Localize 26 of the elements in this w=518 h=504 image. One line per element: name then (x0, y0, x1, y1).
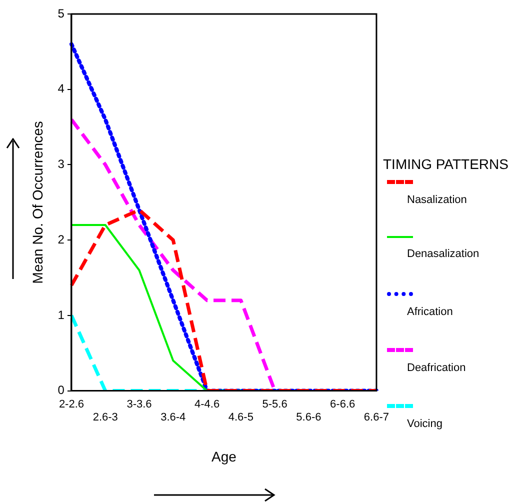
x-tick-label: 6.6-7 (364, 412, 390, 424)
legend-label: Nasalization (407, 194, 468, 206)
y-axis-title: Mean No. Of Occurrences (29, 121, 46, 284)
x-tick-label: 2.6-3 (92, 412, 118, 424)
x-tick-label: 3.6-4 (160, 412, 186, 424)
x-tick-label: 4.6-5 (228, 412, 254, 424)
legend-title: TIMING PATTERNS (383, 156, 508, 172)
legend-label: Africation (407, 306, 454, 318)
y-tick-label: 0 (58, 383, 65, 398)
y-tick-label: 4 (58, 82, 65, 96)
x-tick-label: 2-2.6 (58, 398, 84, 410)
x-tick-label: 6-6.6 (330, 398, 356, 410)
x-tick-label: 5.6-6 (296, 412, 322, 424)
y-tick-label: 3 (58, 157, 65, 172)
line-series (70, 208, 378, 391)
x-tick-label: 5-5.6 (262, 398, 288, 410)
legend-label: Voicing (407, 418, 444, 430)
legend-label: Deafrication (407, 362, 467, 374)
y-tick-label: 1 (58, 308, 65, 322)
line-series (69, 42, 378, 391)
x-tick-label: 4-4.6 (194, 398, 220, 410)
y-tick-label: 5 (58, 6, 65, 20)
y-tick-label: 2 (58, 232, 65, 246)
x-tick-label: 3-3.6 (126, 398, 152, 410)
x-axis-title: Age (212, 448, 237, 464)
legend-label: Denasalization (407, 248, 480, 260)
